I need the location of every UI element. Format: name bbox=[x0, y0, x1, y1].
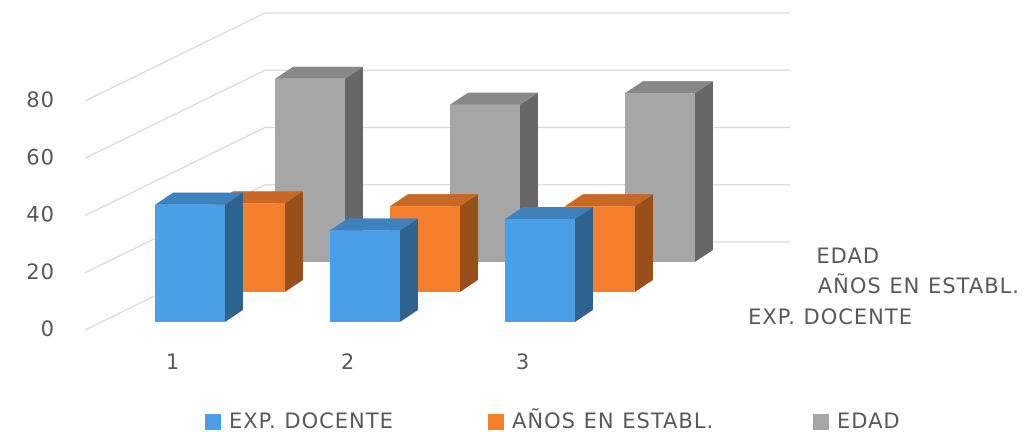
y-tick-label: 60 bbox=[26, 145, 55, 169]
bar-top bbox=[450, 92, 538, 105]
y-tick-label: 20 bbox=[26, 260, 55, 284]
bar-side bbox=[695, 81, 713, 262]
bar-side bbox=[635, 194, 653, 292]
x-tick-label: 2 bbox=[341, 350, 355, 374]
bar-side bbox=[225, 192, 243, 322]
y-tick-label: 40 bbox=[26, 203, 55, 227]
x-tick-label: 1 bbox=[166, 350, 180, 374]
grid-line bbox=[84, 126, 790, 217]
bar-side bbox=[285, 191, 303, 292]
y-tick-label: 0 bbox=[41, 317, 55, 341]
grid-line bbox=[84, 184, 790, 274]
bar-top bbox=[330, 218, 418, 231]
bar-top bbox=[625, 81, 713, 94]
y-tick-label: 80 bbox=[26, 88, 55, 112]
legend-label: AÑOS EN ESTABL. bbox=[512, 407, 714, 432]
bar-front bbox=[505, 218, 575, 322]
x-tick-label: 3 bbox=[516, 350, 530, 374]
grid-line bbox=[84, 69, 790, 159]
bar-top bbox=[505, 206, 593, 219]
bar-top bbox=[390, 194, 478, 207]
bar-side bbox=[345, 66, 363, 262]
depth-axis-label: EXP. DOCENTE bbox=[748, 305, 913, 329]
bar-top bbox=[565, 194, 653, 207]
bar bbox=[330, 218, 418, 322]
legend-swatch bbox=[813, 414, 829, 430]
legend-label: EXP. DOCENTE bbox=[229, 409, 394, 432]
bar-side bbox=[575, 206, 593, 322]
bar-side bbox=[460, 194, 478, 292]
legend-label: EDAD bbox=[837, 409, 901, 432]
bar bbox=[155, 192, 243, 322]
bar bbox=[505, 206, 593, 322]
bar-front bbox=[155, 204, 225, 322]
grid-line bbox=[84, 12, 790, 102]
bar-top bbox=[155, 192, 243, 205]
legend-swatch bbox=[205, 414, 221, 430]
depth-axis-label: EDAD bbox=[816, 244, 880, 268]
depth-axis-label: AÑOS EN ESTABL. bbox=[818, 272, 1020, 298]
bar-front bbox=[330, 230, 400, 322]
bar-top bbox=[275, 66, 363, 79]
legend-swatch bbox=[488, 414, 504, 430]
bar-side bbox=[400, 218, 418, 322]
